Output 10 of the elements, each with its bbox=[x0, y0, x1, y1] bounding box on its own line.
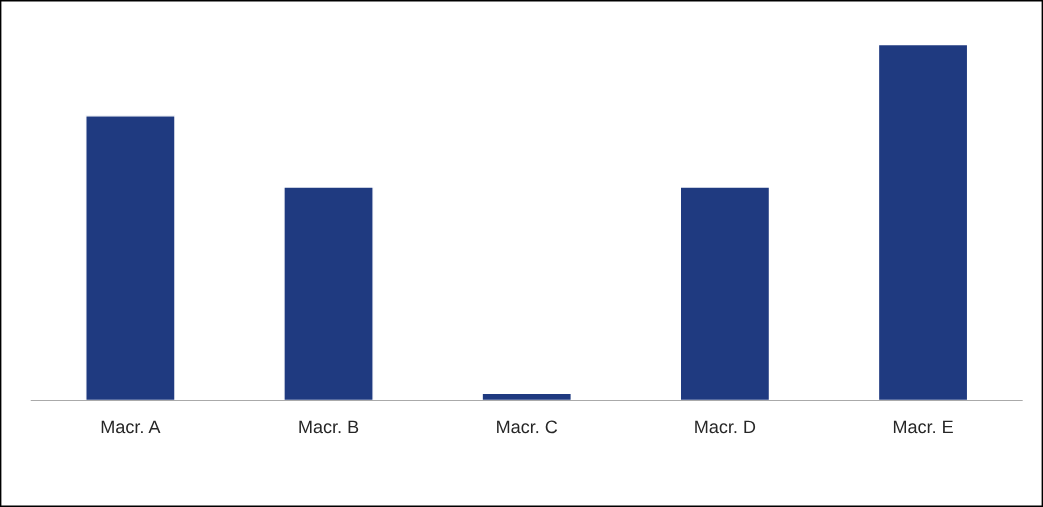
x-tick-label: Macr. A bbox=[101, 420, 161, 434]
x-tick-label: Macr. D bbox=[695, 420, 756, 434]
bar bbox=[481, 392, 572, 401]
bar bbox=[877, 43, 969, 401]
bar bbox=[283, 186, 374, 401]
bar bbox=[679, 186, 771, 401]
x-tick-label: Macr. E bbox=[893, 420, 953, 434]
x-tick-label: Macr. B bbox=[299, 420, 359, 434]
bar bbox=[85, 115, 176, 401]
x-tick-label: Macr. C bbox=[497, 420, 558, 434]
